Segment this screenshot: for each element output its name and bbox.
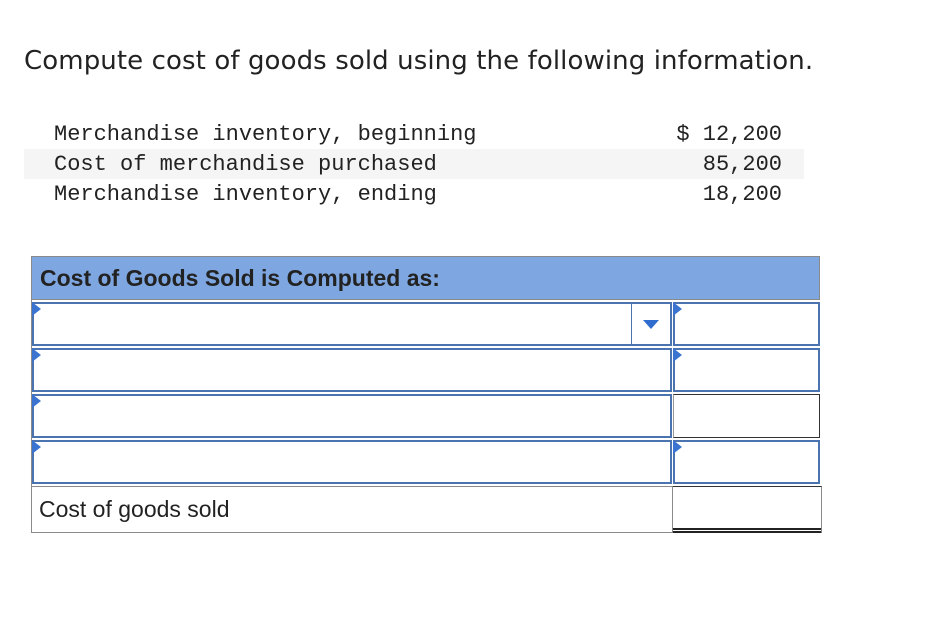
row-2-amount-input[interactable] [673,348,820,392]
row-1-amount-input[interactable] [673,302,820,346]
question-text: Compute cost of goods sold using the fol… [24,46,814,76]
triangle-flag-icon [673,440,682,454]
row-1-label-select[interactable] [32,302,672,346]
row-4-amount-input[interactable] [673,440,820,484]
row-3-amount-cell [673,394,820,438]
triangle-flag-icon [673,302,682,316]
chevron-down-icon [643,319,659,329]
triangle-flag-icon [32,440,41,454]
cost-of-goods-sold-label: Cost of goods sold [31,486,673,533]
info-label: Merchandise inventory, ending [54,181,437,207]
cogs-worksheet: Cost of Goods Sold is Computed as: Cos [31,256,822,533]
info-label: Merchandise inventory, beginning [54,121,477,147]
worksheet-header: Cost of Goods Sold is Computed as: [31,256,820,300]
row-4-label-input[interactable] [32,440,672,484]
dropdown-button[interactable] [631,304,670,344]
row-3-label-input[interactable] [32,394,672,438]
double-underline [673,528,821,533]
info-value: $ 12,200 [676,121,782,147]
info-value: 18,200 [702,181,782,207]
info-row-purchases: Cost of merchandise purchased 85,200 [24,149,804,179]
info-row-ending-inventory: Merchandise inventory, ending 18,200 [24,179,804,209]
info-label: Cost of merchandise purchased [54,151,437,177]
triangle-flag-icon [32,394,41,408]
row-2-label-input[interactable] [32,348,672,392]
info-row-beginning-inventory: Merchandise inventory, beginning $ 12,20… [24,119,804,149]
triangle-flag-icon [673,348,682,362]
triangle-flag-icon [32,302,41,316]
cost-of-goods-sold-total [673,486,822,533]
triangle-flag-icon [32,348,41,362]
given-information-table: Merchandise inventory, beginning $ 12,20… [24,119,804,209]
info-value: 85,200 [702,151,782,177]
